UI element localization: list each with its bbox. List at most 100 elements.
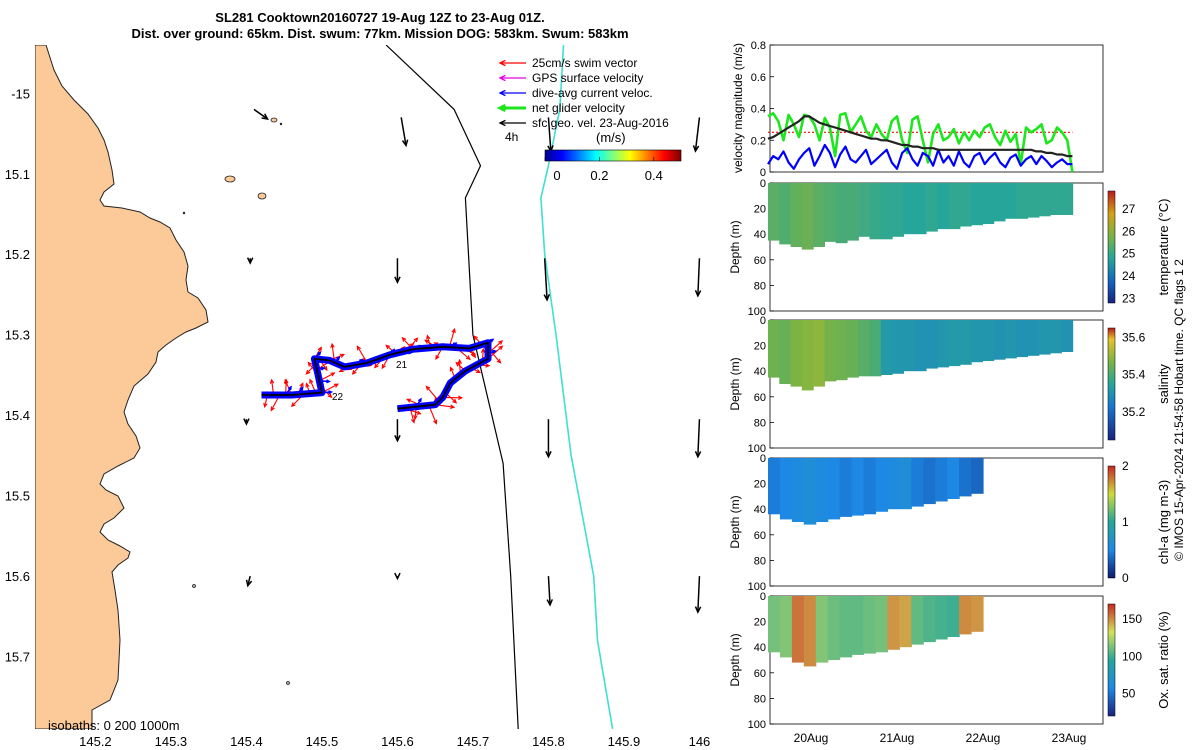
- section-cell: [959, 596, 972, 635]
- depth-tick-label: 40: [754, 504, 766, 516]
- section-colorbar: [1107, 465, 1116, 579]
- section-cell: [847, 183, 859, 241]
- section-cell: [914, 320, 927, 372]
- colorbar-tick-label: 0.4: [645, 168, 663, 183]
- section-cell: [875, 458, 888, 512]
- section-cell: [803, 458, 817, 525]
- velocity-yticks: 0 0.2 0.4 0.6 0.8: [751, 40, 774, 179]
- depth-tick-label: 20: [754, 341, 766, 353]
- geo-velocity-arrow: [394, 258, 401, 284]
- section-cell: [903, 183, 916, 235]
- section-cell: [847, 320, 859, 378]
- depth-tick-label: 80: [754, 417, 766, 429]
- side-credit: © IMOS 15-Apr-2024 21:54:58 Hobart time.…: [1172, 259, 1186, 561]
- velocity-ytick-label: 0: [760, 167, 766, 179]
- section-cell: [801, 320, 814, 391]
- section-panel: 0 20 40 60 80 100 Depth (m) 23 24 25 26 27 temperatu…: [728, 178, 1171, 318]
- depth-tick-label: 80: [754, 555, 766, 567]
- legend-arrow: [498, 89, 526, 97]
- section-cell: [959, 183, 972, 227]
- label-4h: 4h: [505, 130, 518, 144]
- island: [279, 122, 283, 126]
- section-cell: [887, 458, 900, 510]
- colorbar-tick-label: 1: [1122, 515, 1129, 529]
- lat-tick-label: -15: [11, 86, 30, 101]
- figure-title: SL281 Cooktown20160727 19-Aug 12Z to 23-…: [0, 10, 760, 42]
- section-cell: [892, 183, 904, 237]
- depth-tick-label: 60: [754, 668, 766, 680]
- legend-arrow: [498, 59, 526, 67]
- section-cell: [903, 320, 916, 372]
- island: [270, 117, 278, 123]
- section-cell: [803, 596, 817, 667]
- section-cell: [948, 320, 961, 367]
- section-cell: [1027, 320, 1040, 356]
- lon-tick-label: 145.4: [230, 734, 263, 749]
- colorbar-tick-label: 2: [1122, 459, 1129, 473]
- section-cell: [768, 320, 780, 378]
- section-cell: [892, 320, 904, 374]
- section-cell: [993, 320, 1006, 360]
- section-zlabel: salinity: [1156, 364, 1171, 404]
- lat-tick-label: 15.2: [5, 247, 30, 262]
- section-cell: [790, 183, 803, 247]
- geo-velocity-arrow: [545, 419, 552, 459]
- section-cell: [982, 320, 995, 361]
- geo-velocity-arrow: [253, 108, 269, 120]
- colorbar-tick-label: 25: [1122, 247, 1136, 261]
- section-panel: 0 20 40 60 80 100 Depth (m) 50 100 150 Ox. sat. ra…: [728, 591, 1171, 731]
- date-tick-label: 23Aug: [1052, 731, 1087, 745]
- section-cell: [835, 320, 848, 381]
- colorbar-tick-label: 23: [1122, 292, 1136, 306]
- lon-tick-label: 145.8: [532, 734, 565, 749]
- geo-velocity-arrow: [694, 576, 702, 614]
- section-panel: 0 20 40 60 80 100 Depth (m) 35.2 35.4 35.6 salinit…: [728, 315, 1171, 455]
- legend-label: sfc geo. vel. 23-Aug-2016: [532, 116, 669, 130]
- velocity-series-line: [767, 112, 1074, 173]
- geo-velocity-arrow: [694, 419, 702, 459]
- section-cell: [851, 458, 865, 516]
- section-cell: [839, 596, 853, 658]
- section-cell: [824, 320, 837, 382]
- lat-tick-label: 15.4: [5, 408, 30, 423]
- section-cell: [914, 183, 927, 235]
- colorbar-tick-label: 26: [1122, 224, 1136, 238]
- section-zlabel: temperature (°C): [1156, 199, 1171, 296]
- colorbar-tick-label: 0.2: [590, 168, 608, 183]
- section-cell: [768, 458, 781, 515]
- colorbar-tick-label: 0: [553, 168, 560, 183]
- island: [192, 584, 196, 588]
- section-cell: [923, 596, 936, 643]
- section-ylabel: Depth (m): [728, 220, 742, 273]
- depth-tick-label: 20: [754, 617, 766, 629]
- section-cell: [1050, 320, 1062, 354]
- section-cell: [935, 596, 948, 640]
- section-cell: [937, 183, 950, 230]
- section-cell: [947, 458, 960, 499]
- label-22: 22: [332, 392, 344, 403]
- date-tick-label: 22Aug: [966, 731, 1001, 745]
- velocity-ytick-label: 0.4: [751, 104, 766, 116]
- section-cell: [899, 458, 912, 510]
- legend-arrow: [496, 104, 526, 112]
- section-cell: [869, 183, 882, 240]
- colorbar-tick-label: 0: [1122, 571, 1129, 585]
- colorbar-ticks: 0 0.2 0.4: [544, 157, 663, 183]
- legend-label: dive-avg current veloc.: [532, 86, 653, 100]
- lon-ticks: 145.2 145.3 145.4 145.5 145.6 145.7 145.8 145.9…: [79, 734, 710, 749]
- glider-track-line: [261, 341, 489, 410]
- coastline-land: [35, 45, 209, 729]
- section-cell: [1061, 183, 1074, 215]
- lon-tick-label: 145.5: [306, 734, 339, 749]
- section-cell: [993, 183, 1006, 222]
- section-cell: [851, 596, 865, 655]
- section-cell: [779, 183, 792, 245]
- section-cell: [959, 320, 972, 365]
- legend-label: GPS surface velocity: [532, 71, 643, 85]
- section-zlabel: Ox. sat. ratio (%): [1156, 611, 1171, 709]
- section-cell: [925, 320, 938, 369]
- geo-velocity-arrow: [394, 572, 401, 581]
- depth-tick-label: 40: [754, 229, 766, 241]
